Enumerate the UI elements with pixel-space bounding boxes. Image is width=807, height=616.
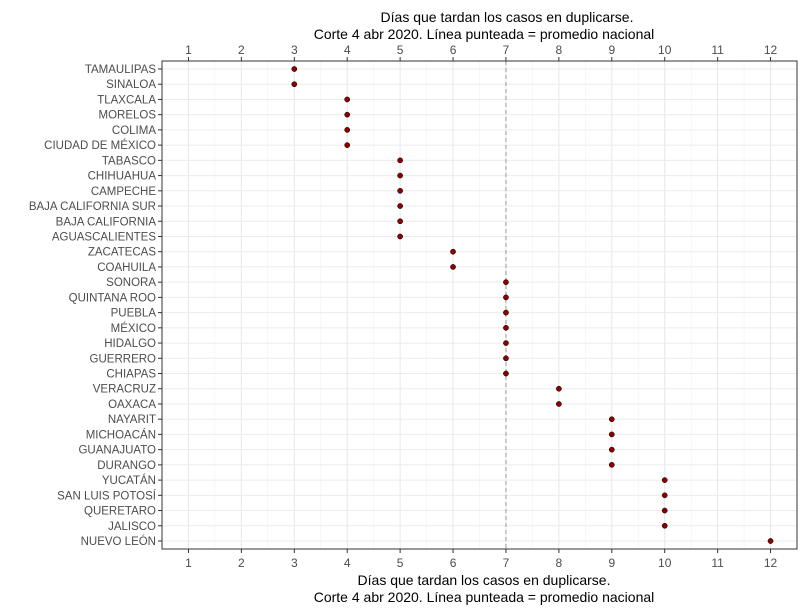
chart-title-line-1: Días que tardan los casos en duplicarse. (381, 9, 634, 25)
y-tick-label: MÉXICO (111, 322, 156, 335)
x-tick-label-top: 3 (291, 43, 298, 57)
data-point (503, 340, 509, 346)
data-point (556, 385, 562, 392)
y-tick-label: GUANAJUATO (78, 445, 156, 457)
x-tick-label-top: 2 (238, 43, 245, 57)
y-tick-label: SAN LUIS POTOSÍ (57, 489, 157, 502)
y-tick-label: PUEBLA (111, 308, 157, 320)
x-tick-label-top: 12 (764, 43, 778, 57)
y-tick-label: AGUASCALIENTES (52, 231, 156, 243)
y-tick-label: MORELOS (98, 110, 156, 122)
y-tick-label: QUERETARO (84, 506, 156, 518)
data-point (767, 538, 774, 544)
y-tick-label: CIUDAD DE MÉXICO (44, 139, 156, 152)
y-tick-label: CHIAPAS (106, 369, 156, 381)
data-point (608, 416, 615, 423)
y-tick-label: VERACRUZ (93, 384, 156, 396)
data-point (503, 309, 509, 316)
x-tick-label-top: 4 (344, 43, 351, 57)
y-tick-label: CHIHUAHUA (88, 171, 157, 183)
y-tick-label: NAYARIT (108, 414, 156, 426)
y-tick-label: TLAXCALA (97, 94, 156, 106)
data-point (344, 127, 351, 133)
y-tick-label: BAJA CALIFORNIA (56, 216, 157, 228)
data-point (450, 248, 456, 255)
y-tick-label: TAMAULIPAS (85, 64, 156, 76)
x-tick-label-bottom: 1 (185, 556, 192, 570)
data-point (397, 187, 403, 194)
y-tick-label: CAMPECHE (91, 186, 157, 198)
x-tick-label-top: 8 (556, 43, 563, 57)
y-tick-label: DURANGO (97, 460, 156, 472)
x-tick-label-bottom: 11 (711, 556, 724, 570)
data-point (503, 370, 509, 377)
x-tick-label-bottom: 5 (397, 556, 404, 570)
y-tick-label: TABASCO (102, 155, 156, 167)
y-tick-label: QUINTANA ROO (69, 292, 156, 304)
data-point (661, 507, 668, 514)
data-point (661, 522, 668, 529)
y-tick-label: SONORA (106, 277, 156, 289)
y-tick-label: OAXACA (108, 399, 156, 411)
x-axis-title-line-2: Corte 4 abr 2020. Línea punteada = prome… (314, 589, 655, 605)
data-point (608, 446, 615, 453)
x-axis-title-line-1: Días que tardan los casos en duplicarse. (358, 572, 611, 588)
data-point (344, 111, 351, 118)
y-tick-label: JALISCO (108, 521, 156, 533)
x-tick-label-top: 1 (185, 43, 192, 57)
x-tick-label-top: 9 (608, 43, 615, 57)
chart-title-line-2: Corte 4 abr 2020. Línea punteada = prome… (314, 26, 655, 42)
data-point (503, 279, 509, 286)
y-tick-label: BAJA CALIFORNIA SUR (29, 201, 156, 213)
data-point (397, 203, 403, 209)
x-tick-label-bottom: 12 (764, 556, 778, 570)
x-tick-label-top: 11 (711, 43, 724, 57)
data-point (661, 477, 668, 483)
x-tick-label-bottom: 8 (556, 556, 563, 570)
x-tick-label-top: 5 (397, 43, 404, 57)
x-tick-label-top: 10 (658, 43, 672, 57)
y-tick-label: SINALOA (106, 79, 156, 91)
data-point (344, 142, 351, 148)
y-tick-label: GUERRERO (90, 353, 157, 365)
x-tick-label-bottom: 9 (608, 556, 615, 570)
data-point (661, 492, 668, 499)
x-tick-label-bottom: 6 (450, 556, 457, 570)
y-tick-label: HIDALGO (104, 338, 156, 350)
x-tick-label-bottom: 7 (503, 556, 510, 570)
data-point (397, 172, 403, 179)
x-axis-title: Días que tardan los casos en duplicarse.… (314, 572, 655, 605)
data-point (503, 324, 509, 331)
data-point (608, 462, 615, 468)
y-tick-label: MICHOACÁN (86, 428, 156, 441)
y-tick-label: COLIMA (112, 125, 156, 137)
data-point (556, 401, 562, 407)
data-point (450, 264, 456, 270)
data-point (397, 157, 403, 164)
data-point (503, 355, 509, 362)
panel-border (161, 60, 798, 550)
y-tick-label: ZACATECAS (88, 247, 156, 259)
data-point (397, 218, 403, 225)
plot-area: 112233445566778899101011111212TAMAULIPAS… (29, 43, 798, 570)
x-tick-label-bottom: 4 (344, 556, 351, 570)
x-tick-label-bottom: 10 (658, 556, 672, 570)
x-tick-label-top: 6 (450, 43, 457, 57)
data-point (291, 81, 298, 88)
data-point (291, 66, 298, 72)
x-tick-label-bottom: 3 (291, 556, 298, 570)
x-tick-label-bottom: 2 (238, 556, 245, 570)
y-tick-label: COAHUILA (97, 262, 156, 274)
data-point (344, 96, 351, 103)
data-point (503, 294, 509, 301)
data-point (397, 233, 403, 240)
data-point (608, 431, 615, 438)
y-tick-label: YUCATÁN (102, 474, 156, 487)
x-tick-label-top: 7 (503, 43, 510, 57)
y-tick-label: NUEVO LEÓN (81, 535, 156, 548)
chart-title: Días que tardan los casos en duplicarse.… (314, 9, 655, 42)
